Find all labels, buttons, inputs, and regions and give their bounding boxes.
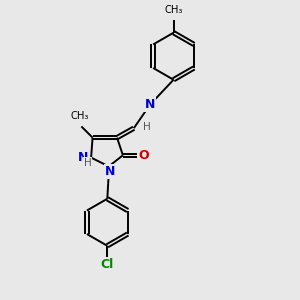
Text: O: O [138,149,149,162]
Text: H: H [84,158,92,168]
Text: CH₃: CH₃ [164,5,183,15]
Text: N: N [78,151,88,164]
Text: N: N [105,165,116,178]
Text: N: N [145,98,155,111]
Text: H: H [142,122,150,132]
Text: CH₃: CH₃ [71,111,89,121]
Text: Cl: Cl [101,258,114,271]
